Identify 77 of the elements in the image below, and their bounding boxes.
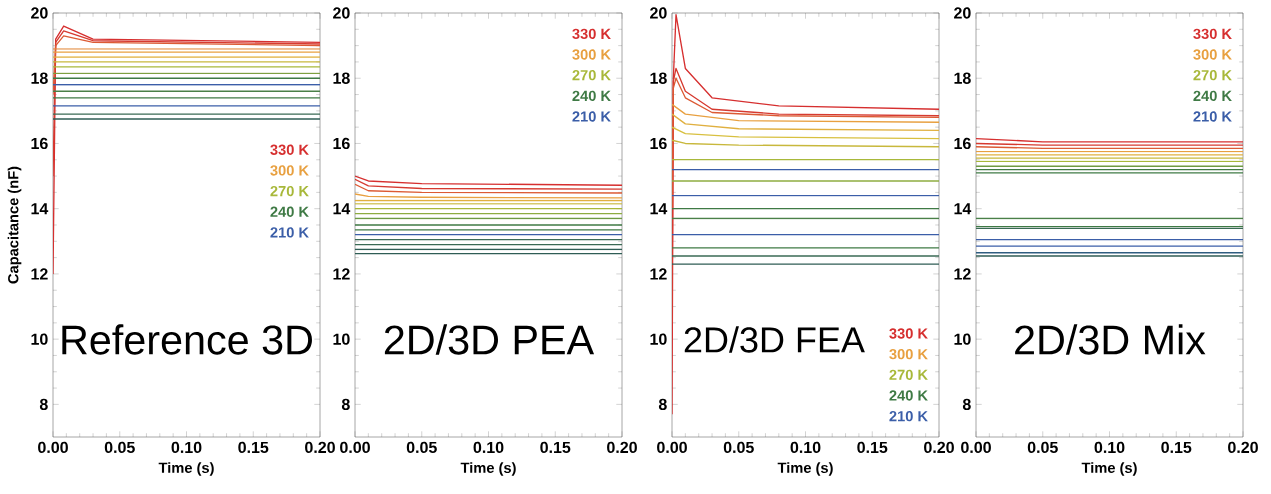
- y-axis-title: Capacitance (nF): [7, 166, 22, 284]
- x-tick-label: 0.00: [340, 441, 370, 454]
- text: 2D/3D Mix: [1015, 324, 1206, 355]
- x-axis-title: Time (s): [158, 462, 214, 476]
- x-tick-label: 0.00: [961, 441, 991, 454]
- y-tick-label: 20: [31, 7, 48, 19]
- x-tick-label: 0.05: [104, 441, 135, 454]
- x-tick-label: 0.00: [38, 441, 68, 454]
- text: 270 K: [270, 185, 309, 197]
- y-tick-label: 14: [31, 203, 49, 215]
- y-tick-label: 10: [954, 333, 971, 345]
- y-tick-label: 10: [650, 333, 667, 345]
- y-tick-label: 18: [650, 72, 667, 84]
- y-tick-label: 20: [954, 7, 971, 19]
- y-tick-label: 12: [333, 268, 350, 280]
- y-tick-label: 12: [954, 268, 971, 280]
- y-tick-label: 10: [333, 333, 350, 345]
- x-tick-label: 0.05: [1027, 441, 1058, 454]
- text: 240 K: [572, 90, 611, 102]
- x-tick-label: 0.20: [924, 441, 954, 454]
- y-tick-label: 8: [962, 398, 971, 411]
- y-tick-label: 18: [333, 72, 350, 84]
- y-tick-label: 10: [31, 333, 48, 345]
- y-tick-label: 14: [650, 203, 668, 215]
- x-axis-title: Time (s): [1081, 462, 1137, 476]
- y-tick-label: 18: [954, 72, 971, 84]
- text: 210 K: [889, 410, 928, 422]
- x-tick-label: 0.10: [171, 441, 202, 454]
- text: 270 K: [1193, 70, 1232, 81]
- x-tick-label: 0.10: [1094, 441, 1125, 454]
- text: 2D/3D FEA: [684, 326, 865, 353]
- text: 300 K: [889, 348, 928, 360]
- x-axis-title: Time (s): [460, 462, 516, 476]
- y-tick-label: 18: [31, 72, 48, 84]
- text: 240 K: [889, 390, 928, 401]
- x-tick-label: 0.15: [857, 441, 888, 454]
- y-tick-label: 14: [333, 203, 351, 215]
- text: Reference 3D: [62, 324, 312, 355]
- y-tick-label: 8: [341, 398, 350, 411]
- x-tick-label: 0.15: [238, 441, 269, 454]
- text: 300 K: [1193, 49, 1232, 60]
- x-tick-label: 0.05: [406, 441, 437, 454]
- y-tick-label: 16: [650, 137, 667, 150]
- y-tick-label: 8: [658, 398, 667, 411]
- y-tick-label: 20: [333, 7, 350, 19]
- text: 210 K: [270, 227, 309, 238]
- text: 210 K: [572, 111, 611, 122]
- y-tick-label: 16: [31, 137, 48, 150]
- x-tick-label: 0.10: [473, 441, 504, 454]
- x-tick-label: 0.05: [723, 441, 754, 454]
- text: 330 K: [572, 28, 611, 40]
- text: 2D/3D PEA: [384, 324, 595, 355]
- text: 270 K: [572, 70, 611, 81]
- x-tick-label: 0.20: [1228, 441, 1258, 454]
- y-tick-label: 20: [650, 7, 667, 19]
- text: 330 K: [270, 144, 309, 155]
- x-tick-label: 0.20: [305, 441, 335, 454]
- y-tick-label: 12: [31, 268, 48, 280]
- y-tick-label: 8: [39, 398, 48, 411]
- x-tick-label: 0.00: [657, 441, 687, 454]
- text: 240 K: [1193, 90, 1232, 102]
- x-tick-label: 0.15: [540, 441, 571, 454]
- y-tick-label: 16: [333, 137, 350, 150]
- text: 270 K: [889, 369, 928, 381]
- y-tick-label: 16: [954, 137, 971, 150]
- y-tick-label: 12: [650, 268, 667, 280]
- text: 300 K: [270, 165, 309, 176]
- text: 330 K: [1193, 28, 1232, 40]
- text: 240 K: [270, 206, 309, 217]
- x-tick-label: 0.20: [607, 441, 637, 454]
- x-axis-title: Time (s): [777, 462, 833, 476]
- text: 300 K: [572, 49, 611, 60]
- y-tick-label: 14: [954, 203, 972, 215]
- text: 210 K: [1193, 111, 1232, 122]
- text: 330 K: [889, 328, 928, 339]
- x-tick-label: 0.15: [1161, 441, 1192, 454]
- x-tick-label: 0.10: [790, 441, 821, 454]
